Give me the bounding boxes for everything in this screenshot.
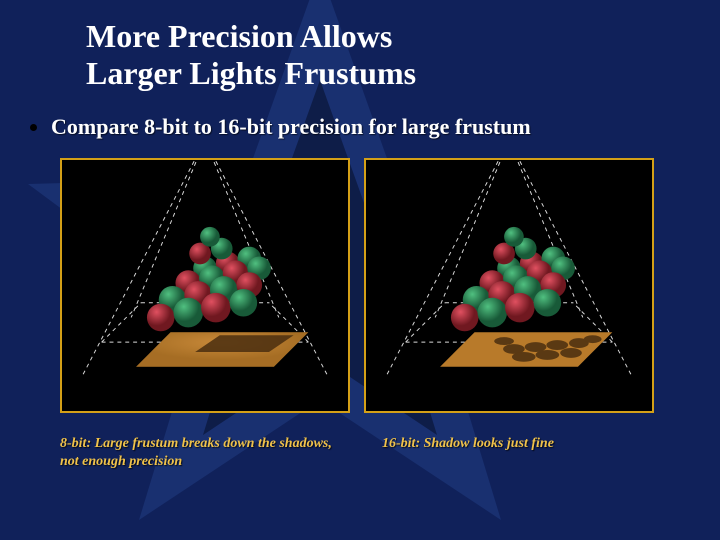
comparison-images bbox=[60, 158, 720, 413]
caption-16bit: 16-bit: Shadow looks just fine bbox=[382, 435, 672, 473]
image-8bit bbox=[60, 158, 350, 413]
caption-8bit: 8-bit: Large frustum breaks down the sha… bbox=[60, 435, 350, 473]
bullet-text: Compare 8-bit to 16-bit precision for la… bbox=[51, 114, 531, 140]
captions: 8-bit: Large frustum breaks down the sha… bbox=[60, 435, 720, 473]
title-line-2: Larger Lights Frustums bbox=[86, 55, 416, 91]
title-line-1: More Precision Allows bbox=[86, 18, 392, 54]
bullet-item: Compare 8-bit to 16-bit precision for la… bbox=[30, 114, 720, 140]
bullet-dot-icon bbox=[30, 124, 37, 131]
slide-title: More Precision Allows Larger Lights Frus… bbox=[86, 18, 720, 92]
image-16bit bbox=[364, 158, 654, 413]
